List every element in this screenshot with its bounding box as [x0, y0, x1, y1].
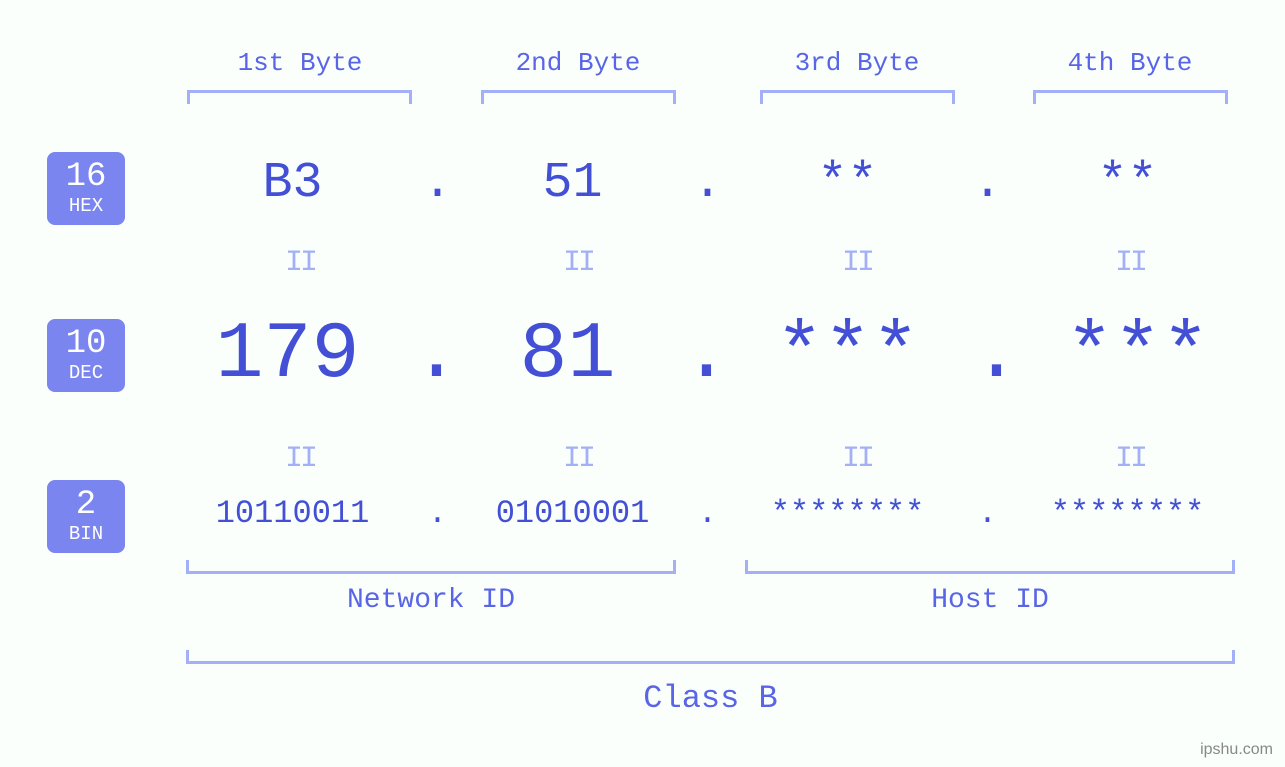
eq-2-1: II [280, 442, 320, 476]
hex-dot-3: . [973, 155, 1003, 212]
badge-hex-label: HEX [47, 194, 125, 219]
badge-bin-label: BIN [47, 522, 125, 547]
dec-dot-2: . [683, 310, 723, 401]
dec-byte-3: *** [723, 310, 973, 401]
row-hex: B3 . 51 . ** . ** [160, 155, 1255, 212]
eq-2-2: II [558, 442, 598, 476]
dec-dot-1: . [413, 310, 453, 401]
bin-dot-1: . [423, 495, 453, 532]
bracket-host [745, 560, 1235, 574]
bin-byte-2: 01010001 [453, 495, 693, 532]
dec-byte-2: 81 [453, 310, 683, 401]
dec-dot-3: . [973, 310, 1013, 401]
top-bracket-2 [481, 90, 676, 104]
badge-hex-num: 16 [47, 160, 125, 194]
eq-1-1: II [280, 246, 320, 280]
watermark: ipshu.com [1200, 741, 1273, 759]
bin-byte-1: 10110011 [163, 495, 423, 532]
badge-hex: 16 HEX [47, 152, 125, 225]
row-bin: 10110011 . 01010001 . ******** . *******… [160, 495, 1255, 532]
hex-dot-2: . [693, 155, 723, 212]
hex-byte-4: ** [1003, 155, 1253, 212]
badge-dec-label: DEC [47, 361, 125, 386]
eq-2-4: II [1110, 442, 1150, 476]
bin-byte-3: ******** [723, 495, 973, 532]
byte-header-3: 3rd Byte [732, 48, 982, 78]
label-host: Host ID [745, 585, 1235, 616]
top-bracket-4 [1033, 90, 1228, 104]
badge-dec-num: 10 [47, 327, 125, 361]
bin-dot-2: . [693, 495, 723, 532]
hex-byte-2: 51 [453, 155, 693, 212]
top-bracket-3 [760, 90, 955, 104]
hex-dot-1: . [423, 155, 453, 212]
byte-header-4: 4th Byte [1005, 48, 1255, 78]
dec-byte-1: 179 [163, 310, 413, 401]
eq-1-3: II [837, 246, 877, 280]
hex-byte-1: B3 [163, 155, 423, 212]
dec-byte-4: *** [1013, 310, 1263, 401]
bin-dot-3: . [973, 495, 1003, 532]
eq-1-2: II [558, 246, 598, 280]
badge-bin: 2 BIN [47, 480, 125, 553]
row-dec: 179 . 81 . *** . *** [160, 310, 1265, 401]
ip-diagram: 1st Byte 2nd Byte 3rd Byte 4th Byte 16 H… [0, 0, 1285, 767]
eq-2-3: II [837, 442, 877, 476]
hex-byte-3: ** [723, 155, 973, 212]
label-network: Network ID [186, 585, 676, 616]
badge-bin-num: 2 [47, 488, 125, 522]
bin-byte-4: ******** [1003, 495, 1253, 532]
bracket-network [186, 560, 676, 574]
byte-header-2: 2nd Byte [453, 48, 703, 78]
byte-header-1: 1st Byte [175, 48, 425, 78]
label-class: Class B [186, 680, 1235, 717]
eq-1-4: II [1110, 246, 1150, 280]
badge-dec: 10 DEC [47, 319, 125, 392]
bracket-class [186, 650, 1235, 664]
top-bracket-1 [187, 90, 412, 104]
